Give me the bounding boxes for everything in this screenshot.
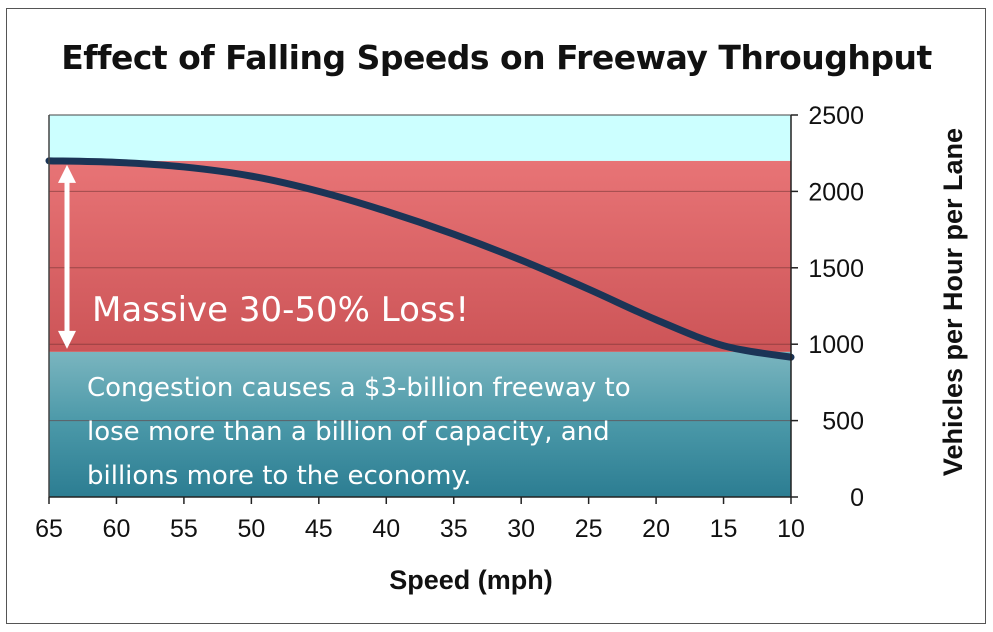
annotations: Massive 30-50% Loss! Congestion causes a…: [58, 164, 631, 491]
loss-annotation: Massive 30-50% Loss!: [92, 290, 469, 330]
series-line-0: [45, 157, 795, 361]
gridlines: [49, 190, 796, 422]
y-tick-label-1000: 1000: [808, 331, 864, 359]
x-tick-label-40: 40: [372, 515, 400, 543]
x-tick-label-15: 15: [710, 515, 738, 543]
x-tick-label-25: 25: [575, 515, 603, 543]
x-axis-title: Speed (mph): [389, 565, 553, 595]
y-tick-label-1500: 1500: [808, 255, 864, 283]
x-tick-labels: 65 60 55 50 45 40 35 30 25 20 15 10: [35, 515, 805, 543]
note-line-1: Congestion causes a $3-billion freeway t…: [87, 373, 631, 403]
band-capacity: [49, 115, 791, 161]
x-tick-label-60: 60: [103, 515, 131, 543]
x-tick-label-45: 45: [305, 515, 333, 543]
x-tick-label-55: 55: [170, 515, 198, 543]
x-tick-label-35: 35: [440, 515, 468, 543]
arrow-head-down: [58, 330, 76, 349]
y-tick-label-0: 0: [850, 484, 864, 512]
background-bands: [49, 115, 791, 497]
y-axis-title: Vehicles per Hour per Lane: [938, 128, 968, 476]
arrow-head-up: [58, 164, 76, 183]
y-tick-label-2500: 2500: [808, 102, 864, 130]
series-layer: [45, 157, 795, 361]
y-tick-labels: 0 500 1000 1500 2000 2500: [808, 102, 864, 512]
x-tick-label-65: 65: [35, 515, 63, 543]
y-tick-label-500: 500: [822, 408, 864, 436]
x-tick-label-50: 50: [237, 515, 265, 543]
note-line-3: billions more to the economy.: [87, 461, 471, 491]
x-tick-label-20: 20: [642, 515, 670, 543]
x-tick-label-10: 10: [777, 515, 805, 543]
axes: [48, 114, 798, 504]
band-loss: [49, 160, 791, 352]
band-normal: [49, 351, 791, 497]
note-line-2: lose more than a billion of capacity, an…: [87, 417, 610, 447]
chart-title: Effect of Falling Speeds on Freeway Thro…: [61, 38, 932, 77]
x-tick-label-30: 30: [507, 515, 535, 543]
y-tick-label-2000: 2000: [808, 178, 864, 206]
loss-arrow: [58, 164, 76, 349]
